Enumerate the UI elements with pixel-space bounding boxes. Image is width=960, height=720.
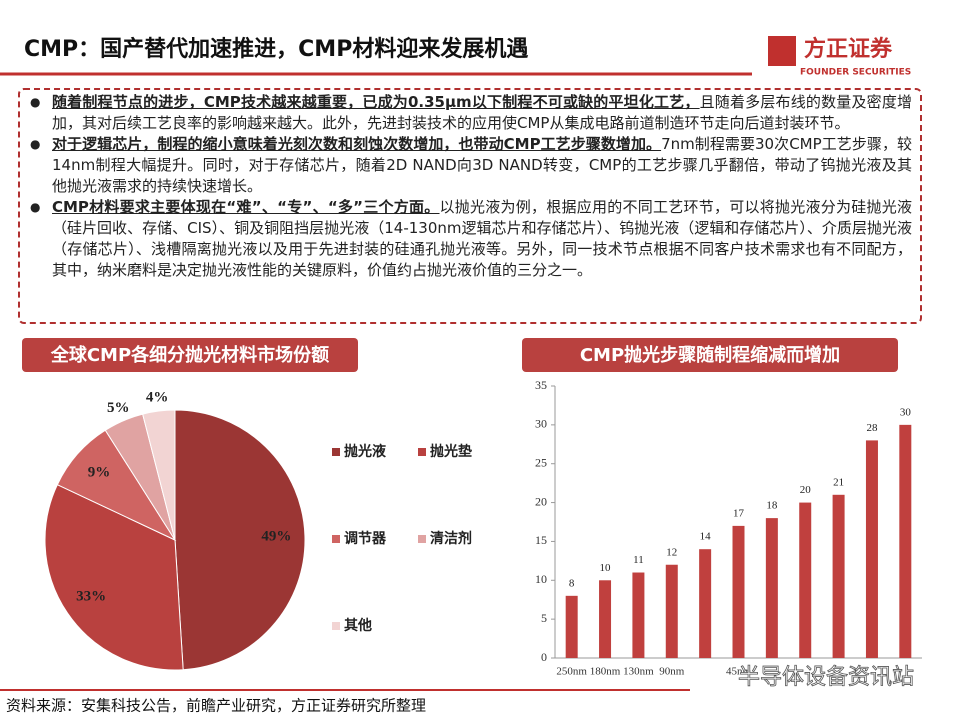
data-label: 33% [76,588,106,604]
data-label: 5% [107,400,130,416]
bar [599,580,612,658]
footer-source: 资料来源：安集科技公告，前瞻产业研究，方正证券研究所整理 [6,697,426,715]
data-label: 4% [146,390,169,406]
data-label: 9% [88,464,111,480]
y-tick-label: 10 [535,572,547,586]
bar [899,424,912,658]
x-tick-label: 180nm [590,666,621,678]
data-label: 49% [261,528,291,544]
legend-swatch [418,535,426,543]
chart-title: 全球CMP各细分抛光材料市场份额 [50,344,329,366]
pie-slice [44,483,184,671]
title: CMP：国产替代加速推进，CMP材料迎来发展机遇 [24,36,528,62]
bullet-bold: 对于逻辑芯片，制程的缩小意味着光刻次数和刻蚀次数增加，也带动CMP工艺步骤数增加… [52,135,662,153]
chart-title: CMP抛光步骤随制程缩减而增加 [580,344,840,366]
data-label: 17 [733,507,745,519]
data-label: 12 [666,546,677,558]
x-tick-label: 45nm [726,666,752,678]
y-tick-label: 30 [535,417,547,431]
data-label: 18 [766,500,778,512]
legend-swatch [418,448,426,456]
data-label: 20 [800,484,812,496]
data-label: 14 [700,531,712,543]
x-tick-label: 90nm [659,666,685,678]
legend-swatch [332,448,340,456]
data-label: 10 [600,562,612,574]
data-label: 11 [633,554,644,566]
y-tick-label: 25 [535,455,547,469]
banner [522,338,898,372]
x-tick-label: 250nm [556,666,587,678]
watermark: 半导体设备资讯站 [738,665,914,690]
bullet: 对于逻辑芯片，制程的缩小意味着光刻次数和刻蚀次数增加，也带动CMP工艺步骤数增加… [28,134,912,197]
data-label: 30 [900,406,912,418]
data-label: 28 [866,422,878,434]
bar [799,502,812,658]
legend-label: 清洁剂 [430,530,472,547]
legend-label: 其他 [344,617,372,634]
logo-text: 方正证券 [804,36,893,62]
bar [832,494,845,658]
pie-slice [174,409,306,671]
bar [765,518,778,658]
logo-icon [768,36,796,66]
y-tick-label: 35 [535,378,547,392]
pie-slice [142,409,176,541]
legend-label: 抛光液 [344,443,387,460]
logo-en: FOUNDER SECURITIES [800,68,911,78]
bullet-bold: CMP材料要求主要体现在“难”、“专”、“多”三个方面。 [52,198,440,216]
bullet-text: 且随着多层布线的数量及密度增加，其对后续工艺良率的影响越来越大。此外，先进封装技… [52,93,913,132]
banner [22,338,358,372]
bar [665,564,678,658]
y-tick-label: 20 [535,494,547,508]
legend-swatch [332,535,340,543]
bar [699,549,712,658]
bar [865,440,878,658]
y-tick-label: 0 [541,650,547,664]
bullet: CMP材料要求主要体现在“难”、“专”、“多”三个方面。以抛光液为例，根据应用的… [28,197,912,281]
bar [565,595,578,658]
legend-label: 抛光垫 [430,443,472,460]
bar [732,525,745,658]
legend-label: 调节器 [344,530,387,547]
bullet: 随着制程节点的进步，CMP技术越来越重要，已成为0.35μm以下制程不可或缺的平… [28,92,912,134]
bullet-bold: 随着制程节点的进步，CMP技术越来越重要，已成为0.35μm以下制程不可或缺的平… [52,93,700,111]
x-tick-label: 130nm [623,666,654,678]
y-tick-label: 5 [541,611,547,625]
bullet-box: 随着制程节点的进步，CMP技术越来越重要，已成为0.35μm以下制程不可或缺的平… [18,88,922,324]
bullet-text: 以抛光液为例，根据应用的不同工艺环节，可以将抛光液分为硅抛光液（硅片回收、存储、… [52,198,912,279]
legend-swatch [332,622,340,630]
data-label: 21 [833,476,844,488]
y-tick-label: 15 [535,533,547,547]
bullet-text: 7nm制程需要30次CMP工艺步骤，较14nm制程大幅提升。同时，对于存储芯片，… [52,135,913,195]
bar [632,572,645,658]
data-label: 8 [569,577,575,589]
